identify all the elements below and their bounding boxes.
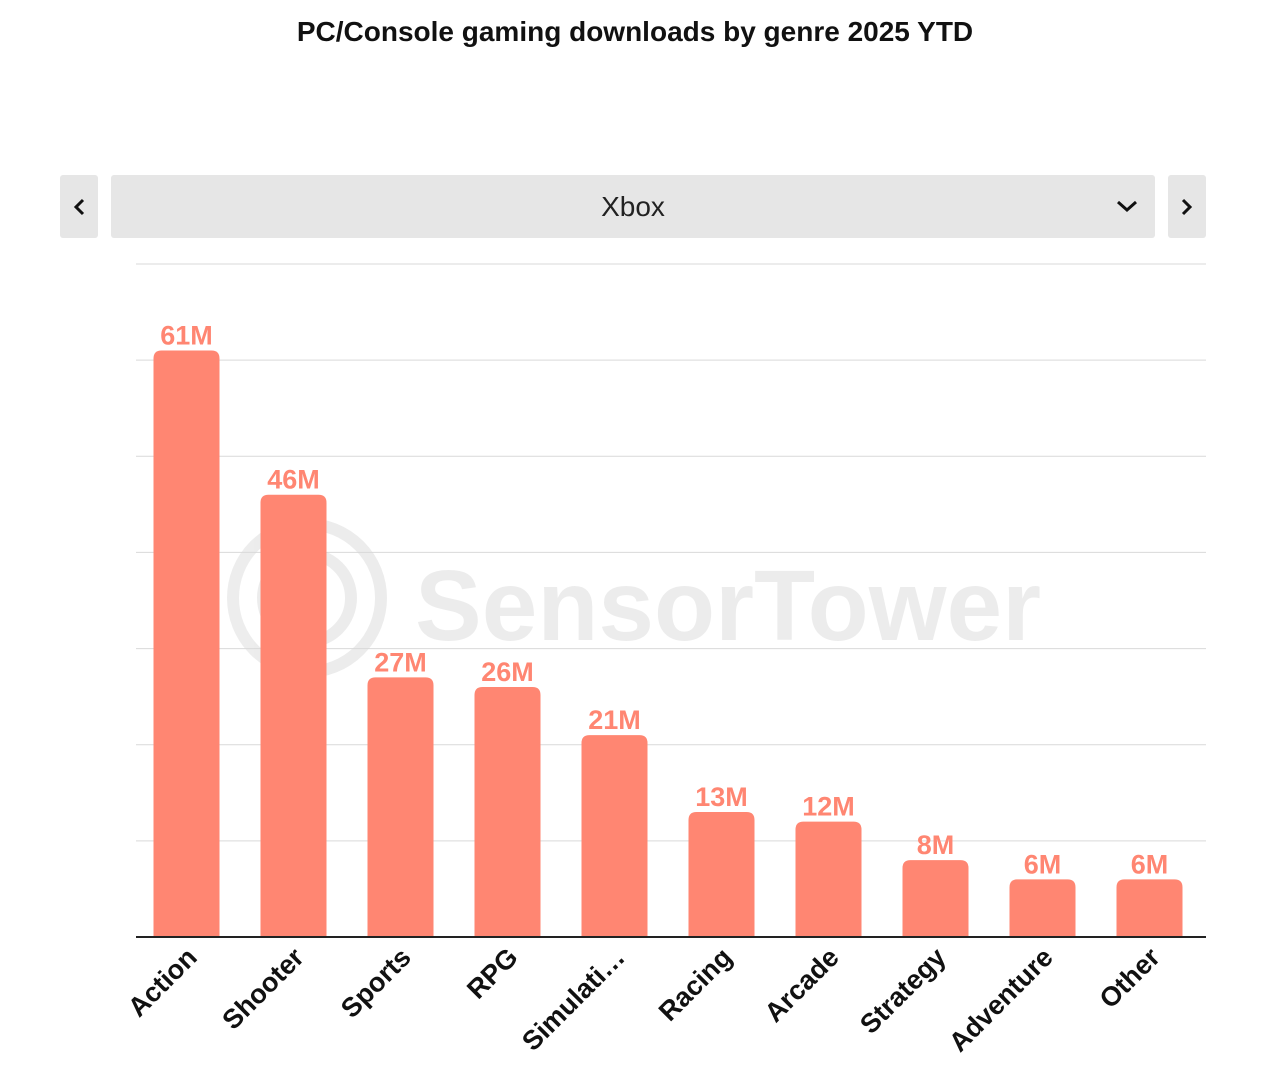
value-label-shooter: 46M <box>267 465 320 495</box>
bar-other <box>1116 879 1183 937</box>
x-tick-label-other: Other <box>1094 942 1166 1014</box>
value-label-strategy: 8M <box>917 830 955 860</box>
platform-select-value: Xbox <box>601 191 665 222</box>
x-tick-label-action: Action <box>122 942 203 1023</box>
bars <box>153 350 1183 937</box>
x-tick-label-shooter: Shooter <box>216 942 310 1036</box>
x-tick-label-sports: Sports <box>335 942 417 1024</box>
value-label-arcade: 12M <box>802 792 855 822</box>
value-label-other: 6M <box>1131 849 1169 879</box>
value-label-racing: 13M <box>695 782 748 812</box>
bar-strategy <box>902 860 969 937</box>
bar-sports <box>367 677 434 937</box>
bar-action <box>153 350 220 937</box>
value-label-rpg: 26M <box>481 657 534 687</box>
watermark: SensorTower <box>227 518 1041 678</box>
previous-button[interactable] <box>60 175 98 238</box>
chevron-down-icon <box>1117 200 1137 213</box>
bar-shooter <box>260 494 327 937</box>
x-tick-label-adventure: Adventure <box>943 942 1059 1058</box>
x-tick-label-rpg: RPG <box>461 942 524 1005</box>
x-tick-label-arcade: Arcade <box>759 942 845 1028</box>
chevron-right-icon <box>1181 198 1193 216</box>
bar-adventure <box>1009 879 1076 937</box>
bar-rpg <box>474 687 541 937</box>
bar-arcade <box>795 821 862 937</box>
bar-racing <box>688 812 755 937</box>
next-button[interactable] <box>1168 175 1206 238</box>
value-label-action: 61M <box>160 321 213 351</box>
chevron-left-icon <box>73 198 85 216</box>
value-label-simulati: 21M <box>588 705 641 735</box>
x-tick-label-simulati: Simulati… <box>516 942 631 1057</box>
x-tick-label-strategy: Strategy <box>854 942 952 1040</box>
x-tick-label-racing: Racing <box>653 942 738 1027</box>
watermark-text: SensorTower <box>415 550 1041 662</box>
value-label-sports: 27M <box>374 647 427 677</box>
value-labels: 61M 46M 27M 26M 21M 13M 12M 8M 6M 6M <box>160 321 1168 880</box>
value-label-adventure: 6M <box>1024 849 1062 879</box>
bar-simulati <box>581 735 648 937</box>
chart-title: PC/Console gaming downloads by genre 202… <box>296 16 974 47</box>
platform-select[interactable]: Xbox <box>111 175 1155 238</box>
